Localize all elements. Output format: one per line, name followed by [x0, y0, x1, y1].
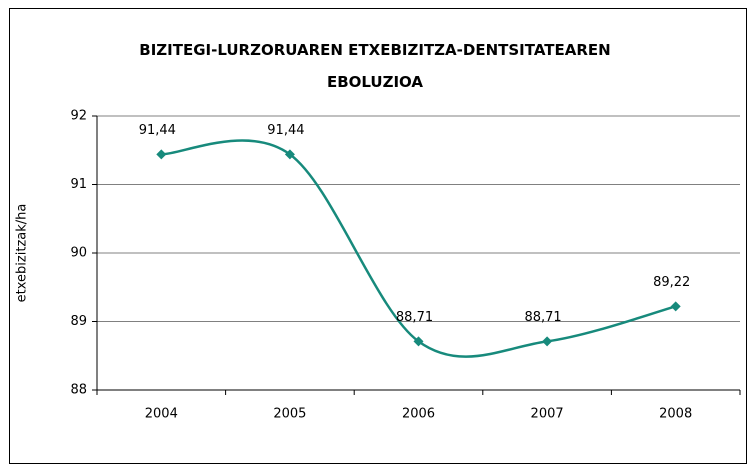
x-tick-label: 2008	[659, 407, 692, 422]
point-marker	[670, 301, 681, 312]
x-tick-label: 2004	[145, 407, 178, 422]
point-marker	[542, 336, 553, 347]
y-tick-label: 91	[70, 177, 87, 192]
data-label: 91,44	[139, 123, 176, 138]
data-label: 91,44	[267, 123, 304, 138]
y-tick-label: 89	[70, 314, 87, 329]
data-label: 88,71	[524, 310, 561, 325]
y-tick-label: 90	[70, 246, 87, 261]
chart-title: BIZITEGI-LURZORUAREN ETXEBIZITZA-DENTSIT…	[139, 41, 611, 91]
data-line	[161, 139, 677, 358]
x-tick-label: 2005	[273, 407, 306, 422]
data-label: 88,71	[396, 310, 433, 325]
point-marker	[413, 336, 424, 347]
y-tick-label: 92	[70, 109, 87, 124]
x-tick-label: 2006	[402, 407, 435, 422]
point-marker	[284, 149, 295, 160]
x-tick-label: 2007	[531, 407, 564, 422]
y-axis-label: etxebizitzak/ha	[15, 204, 30, 303]
chart-border	[9, 8, 747, 464]
y-tick-label: 88	[70, 383, 87, 398]
data-label: 89,22	[653, 275, 690, 290]
point-marker	[156, 149, 167, 160]
